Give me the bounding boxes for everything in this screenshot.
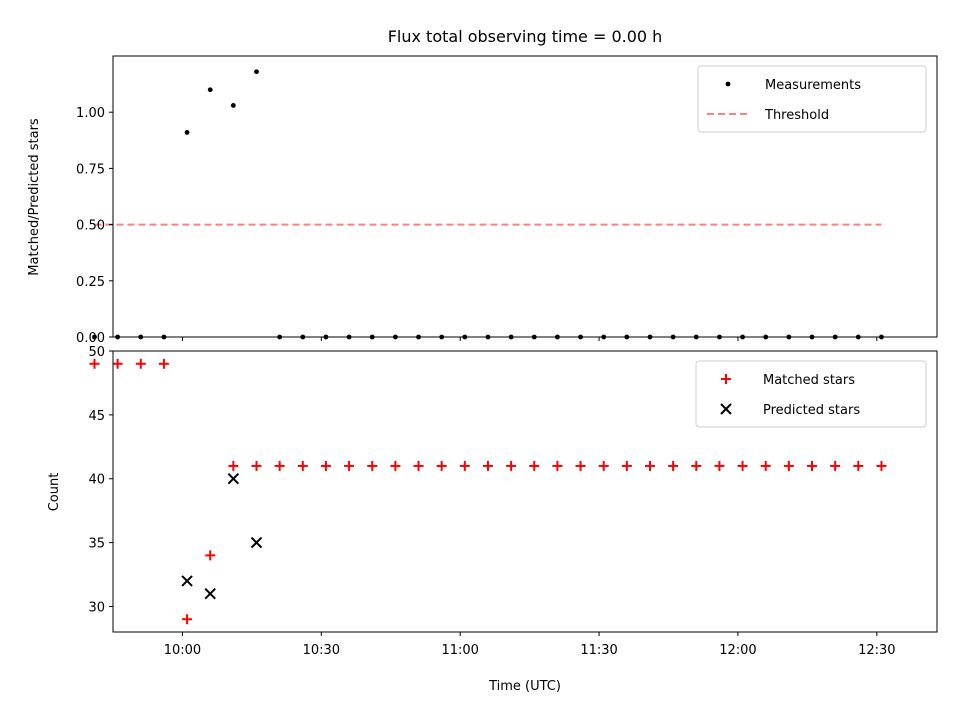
- measurement-point: [207, 87, 213, 93]
- top-legend: Measurements Threshold: [697, 65, 927, 133]
- matched-star-point: [853, 460, 864, 471]
- legend-predicted-label: Predicted stars: [763, 403, 860, 418]
- matched-star-point: [205, 550, 216, 561]
- matched-star-point: [737, 460, 748, 471]
- predicted-star-point: [181, 575, 193, 587]
- matched-star-point: [668, 460, 679, 471]
- predicted-star-point: [204, 587, 216, 600]
- measurement-point: [230, 103, 236, 108]
- legend-predicted-marker: [720, 403, 732, 415]
- top-y-tick-label: 1.00: [76, 106, 105, 121]
- measurement-point: [92, 334, 97, 340]
- matched-star-point: [112, 358, 123, 369]
- legend-measurements-label: Measurements: [765, 78, 861, 93]
- top-panel: Flux total observing time = 0.00 h 0.000…: [27, 27, 938, 346]
- matched-star-point: [760, 460, 771, 471]
- bottom-panel: 30 35 40 45 50 10:00 10:30 11:00 11:30 12:00 12:3…: [47, 345, 938, 694]
- bottom-axes-frame: [112, 350, 938, 633]
- legend-matched-marker: [721, 374, 731, 384]
- count-points-layer: [89, 358, 887, 625]
- x-tick-label: 10:00: [164, 643, 201, 658]
- matched-star-point: [320, 460, 331, 471]
- x-tick-label: 11:30: [580, 643, 617, 658]
- matched-star-point: [413, 460, 424, 471]
- legend-matched-label: Matched stars: [763, 373, 855, 388]
- matched-star-point: [691, 460, 702, 471]
- matched-star-point: [807, 460, 818, 471]
- matched-star-point: [575, 460, 586, 471]
- bottom-y-axis-label: Count: [47, 473, 62, 512]
- top-y-axis-label: Matched/Predicted stars: [27, 118, 42, 276]
- matched-star-point: [390, 460, 401, 471]
- matched-star-point: [89, 358, 100, 369]
- matched-star-point: [344, 460, 355, 471]
- x-marker-b: [250, 536, 263, 549]
- x-marker-b: [204, 587, 216, 600]
- x-tick-label: 10:30: [303, 643, 340, 658]
- x-marker-b: [181, 575, 193, 587]
- predicted-star-point: [227, 473, 240, 485]
- matched-star-point: [158, 358, 169, 369]
- matched-star-point: [876, 460, 887, 471]
- x-marker-b: [227, 473, 240, 485]
- matched-star-point: [436, 460, 447, 471]
- matched-star-point: [182, 614, 193, 625]
- matched-star-point: [783, 460, 794, 471]
- matched-star-point: [552, 460, 563, 471]
- bottom-legend: Matched stars Predicted stars: [695, 360, 927, 428]
- bottom-y-tick-label: 35: [88, 537, 105, 552]
- top-y-tick-label: 0.25: [76, 275, 105, 290]
- matched-star-point: [135, 358, 146, 369]
- matched-star-point: [297, 460, 308, 471]
- x-axis-label: Time (UTC): [488, 679, 561, 694]
- x-tick-label: 12:30: [858, 643, 895, 658]
- matched-star-point: [598, 460, 609, 471]
- bottom-y-tick-label: 45: [88, 409, 105, 424]
- matched-star-point: [459, 460, 470, 471]
- matched-star-point: [506, 460, 517, 471]
- matched-star-point: [644, 460, 655, 471]
- measurement-point: [184, 130, 190, 135]
- x-tick-label: 12:00: [719, 643, 756, 658]
- x-tick-label: 11:00: [441, 643, 478, 658]
- bottom-legend-box: [695, 360, 927, 428]
- top-legend-box: [697, 65, 927, 133]
- bottom-y-tick-label: 40: [88, 473, 105, 488]
- top-y-axis: 0.00 0.25 0.50 0.75 1.00: [76, 106, 113, 346]
- legend-threshold-label: Threshold: [764, 108, 829, 123]
- bottom-y-tick-label: 30: [88, 600, 105, 615]
- bottom-x-axis: 10:00 10:30 11:00 11:30 12:00 12:30: [164, 632, 896, 658]
- top-y-tick-label: 0.00: [76, 331, 105, 346]
- matched-star-point: [367, 460, 378, 471]
- matched-star-point: [621, 460, 632, 471]
- matched-star-point: [529, 460, 540, 471]
- top-x-tick-marks: [181, 337, 878, 341]
- matched-star-point: [714, 460, 725, 471]
- matched-star-point: [482, 460, 493, 471]
- legend-measurements-marker: [725, 81, 731, 87]
- top-chart-title: Flux total observing time = 0.00 h: [388, 27, 663, 46]
- top-y-tick-label: 0.75: [76, 162, 105, 177]
- bottom-y-tick-label: 50: [88, 345, 105, 360]
- matched-star-point: [274, 460, 285, 471]
- top-axes-frame: [112, 55, 938, 338]
- matched-star-point: [228, 460, 239, 471]
- bottom-y-axis: 30 35 40 45 50: [88, 345, 113, 615]
- measurement-point: [254, 69, 259, 75]
- matched-star-point: [251, 460, 262, 471]
- predicted-star-point: [250, 536, 263, 549]
- matched-star-point: [830, 460, 841, 471]
- top-y-tick-label: 0.50: [76, 219, 105, 234]
